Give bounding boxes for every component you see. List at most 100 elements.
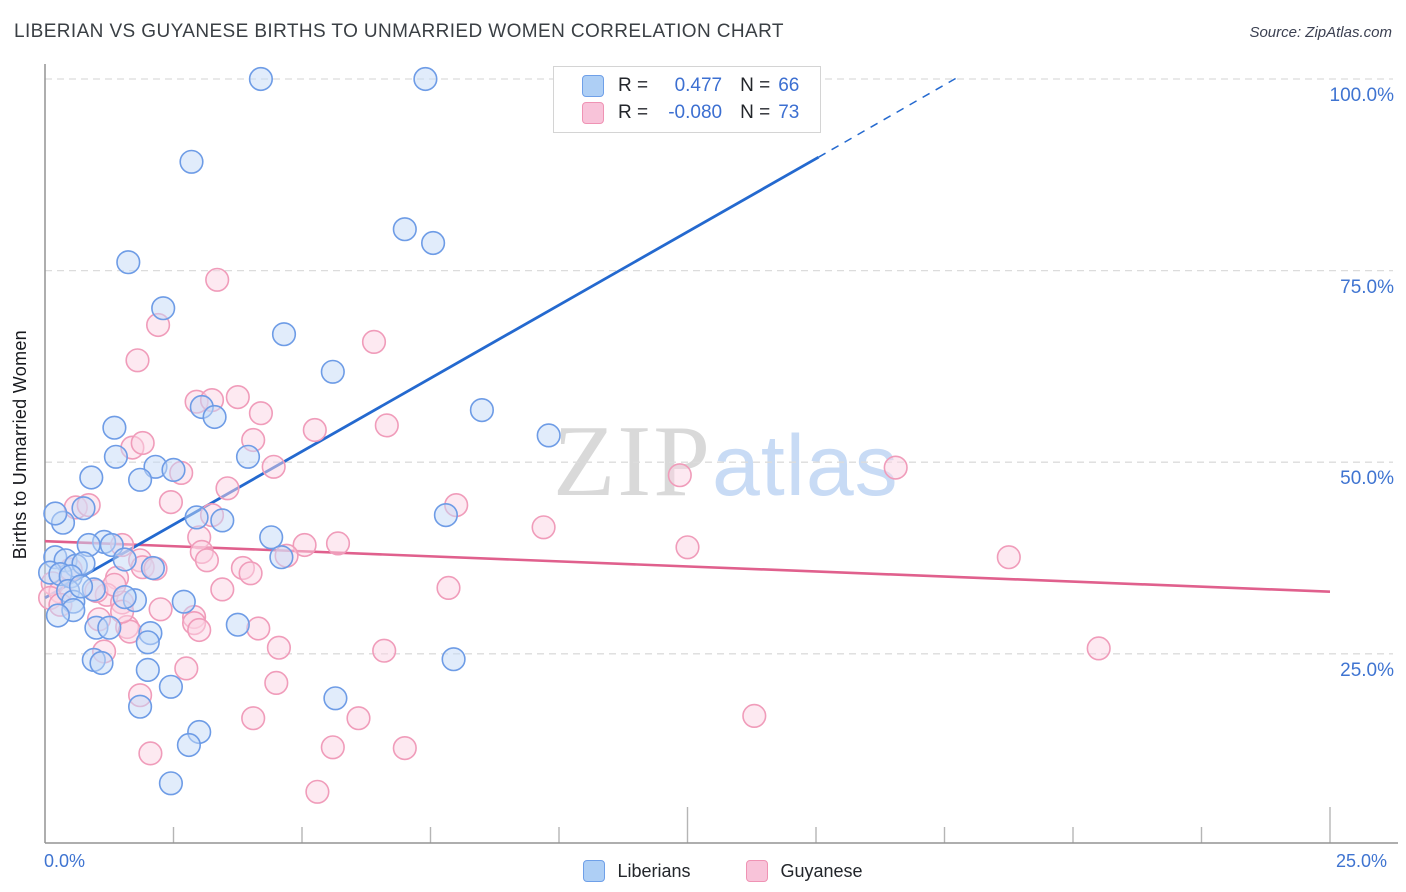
scatter-point-liberians[interactable]	[413, 66, 438, 92]
scatter-point-guyanese[interactable]	[248, 401, 273, 426]
scatter-point-liberians[interactable]	[202, 404, 227, 430]
scatter-point-liberians[interactable]	[128, 694, 153, 719]
scatter-point-liberians[interactable]	[392, 217, 417, 242]
scatter-point-liberians[interactable]	[184, 505, 209, 530]
scatter-point-guyanese[interactable]	[292, 532, 317, 558]
r-value-liberians: 0.477	[674, 75, 723, 96]
scatter-point-guyanese[interactable]	[392, 735, 417, 761]
legend-item-guyanese[interactable]: Guyanese	[746, 860, 863, 882]
scatter-point-guyanese[interactable]	[531, 515, 556, 540]
legend-item-liberians[interactable]: Liberians	[583, 860, 690, 882]
scatter-point-liberians[interactable]	[135, 657, 160, 683]
scatter-point-liberians[interactable]	[271, 322, 297, 347]
watermark-zip-text: ZIP	[553, 405, 712, 518]
liberians-swatch	[583, 860, 606, 882]
scatter-point-guyanese[interactable]	[205, 267, 230, 292]
scatter-point-liberians[interactable]	[259, 525, 284, 550]
scatter-point-guyanese[interactable]	[215, 476, 240, 501]
scatter-point-guyanese[interactable]	[138, 741, 163, 766]
scatter-point-liberians[interactable]	[116, 250, 141, 275]
scatter-point-liberians[interactable]	[171, 589, 196, 614]
scatter-point-guyanese[interactable]	[302, 417, 327, 443]
guyanese-swatch	[582, 102, 604, 124]
scatter-point-guyanese[interactable]	[261, 454, 286, 479]
source-attribution: Source: ZipAtlas.com	[1249, 24, 1392, 41]
scatter-point-guyanese[interactable]	[125, 348, 150, 373]
scatter-point-liberians[interactable]	[536, 423, 561, 448]
scatter-point-liberians[interactable]	[102, 415, 127, 440]
scatter-point-guyanese[interactable]	[996, 545, 1021, 570]
scatter-point-guyanese[interactable]	[372, 638, 397, 663]
scatter-point-guyanese[interactable]	[1086, 636, 1111, 661]
r-value-guyanese: -0.080	[668, 102, 723, 123]
y-tick-25: 25.0%	[1340, 660, 1394, 681]
scatter-point-liberians[interactable]	[151, 296, 176, 321]
scatter-point-guyanese[interactable]	[346, 706, 371, 731]
scatter-point-liberians[interactable]	[68, 574, 94, 599]
scatter-point-liberians[interactable]	[112, 547, 137, 572]
scatter-point-liberians[interactable]	[97, 615, 122, 640]
scatter-point-liberians[interactable]	[71, 496, 96, 521]
scatter-point-guyanese[interactable]	[264, 670, 289, 696]
scatter-point-liberians[interactable]	[225, 612, 250, 637]
scatter-point-liberians[interactable]	[179, 149, 204, 174]
scatter-point-guyanese[interactable]	[883, 455, 908, 480]
scatter-point-guyanese[interactable]	[194, 548, 219, 573]
scatter-point-liberians[interactable]	[158, 771, 183, 796]
scatter-point-liberians[interactable]	[140, 555, 165, 581]
r-label: R =	[618, 75, 649, 96]
scatter-point-guyanese[interactable]	[225, 385, 250, 410]
scatter-point-liberians[interactable]	[176, 732, 201, 758]
scatter-point-liberians[interactable]	[112, 584, 137, 610]
stats-row-guyanese: R = -0.080 N = 73	[582, 102, 808, 124]
scatter-point-guyanese[interactable]	[374, 413, 399, 438]
n-label: N =	[740, 102, 771, 123]
y-axis-title: Births to Unmarried Women	[10, 330, 30, 560]
guyanese-trend-line	[44, 539, 1331, 594]
scatter-point-liberians[interactable]	[323, 686, 348, 711]
scatter-point-liberians[interactable]	[235, 444, 261, 469]
scatter-point-liberians[interactable]	[248, 66, 273, 92]
scatter-point-liberians[interactable]	[433, 502, 459, 528]
scatter-point-liberians[interactable]	[269, 545, 294, 570]
scatter-point-liberians[interactable]	[469, 398, 495, 423]
scatter-point-liberians[interactable]	[45, 603, 71, 628]
scatter-point-guyanese[interactable]	[742, 703, 767, 729]
scatter-point-guyanese[interactable]	[361, 329, 387, 355]
scatter-point-guyanese[interactable]	[174, 656, 199, 681]
scatter-point-guyanese[interactable]	[266, 635, 292, 660]
legend-label-guyanese: Guyanese	[780, 860, 863, 881]
scatter-point-liberians[interactable]	[43, 501, 68, 526]
scatter-point-guyanese[interactable]	[325, 531, 351, 556]
scatter-point-liberians[interactable]	[135, 630, 160, 655]
scatter-point-guyanese[interactable]	[148, 597, 173, 622]
scatter-point-guyanese[interactable]	[436, 575, 461, 601]
scatter-point-liberians[interactable]	[441, 647, 466, 672]
scatter-point-guyanese[interactable]	[238, 561, 263, 586]
scatter-point-guyanese[interactable]	[210, 577, 235, 602]
liberians-trend-line	[44, 155, 820, 600]
n-value-liberians: 66	[778, 75, 800, 96]
scatter-point-liberians[interactable]	[158, 674, 183, 699]
scatter-point-liberians[interactable]	[89, 650, 114, 676]
scatter-point-liberians[interactable]	[210, 508, 235, 533]
n-value-guyanese: 73	[778, 102, 800, 123]
scatter-point-liberians[interactable]	[103, 444, 128, 469]
scatter-point-liberians[interactable]	[421, 230, 446, 256]
scatter-point-guyanese[interactable]	[320, 735, 345, 760]
scatter-point-guyanese[interactable]	[130, 430, 155, 456]
scatter-point-guyanese[interactable]	[675, 535, 700, 560]
scatter-point-liberians[interactable]	[320, 359, 345, 384]
scatter-point-guyanese[interactable]	[305, 779, 330, 804]
scatter-point-liberians[interactable]	[79, 465, 104, 490]
scatter-point-guyanese[interactable]	[187, 617, 212, 643]
scatter-point-liberians[interactable]	[128, 467, 153, 492]
scatter-point-guyanese[interactable]	[158, 490, 183, 515]
scatter-point-guyanese[interactable]	[246, 616, 271, 641]
scatter-point-liberians[interactable]	[161, 457, 186, 483]
r-label: R =	[618, 102, 649, 123]
series-legend: Liberians Guyanese	[40, 858, 1406, 884]
scatter-point-guyanese[interactable]	[667, 463, 692, 488]
scatter-point-guyanese[interactable]	[241, 706, 266, 731]
